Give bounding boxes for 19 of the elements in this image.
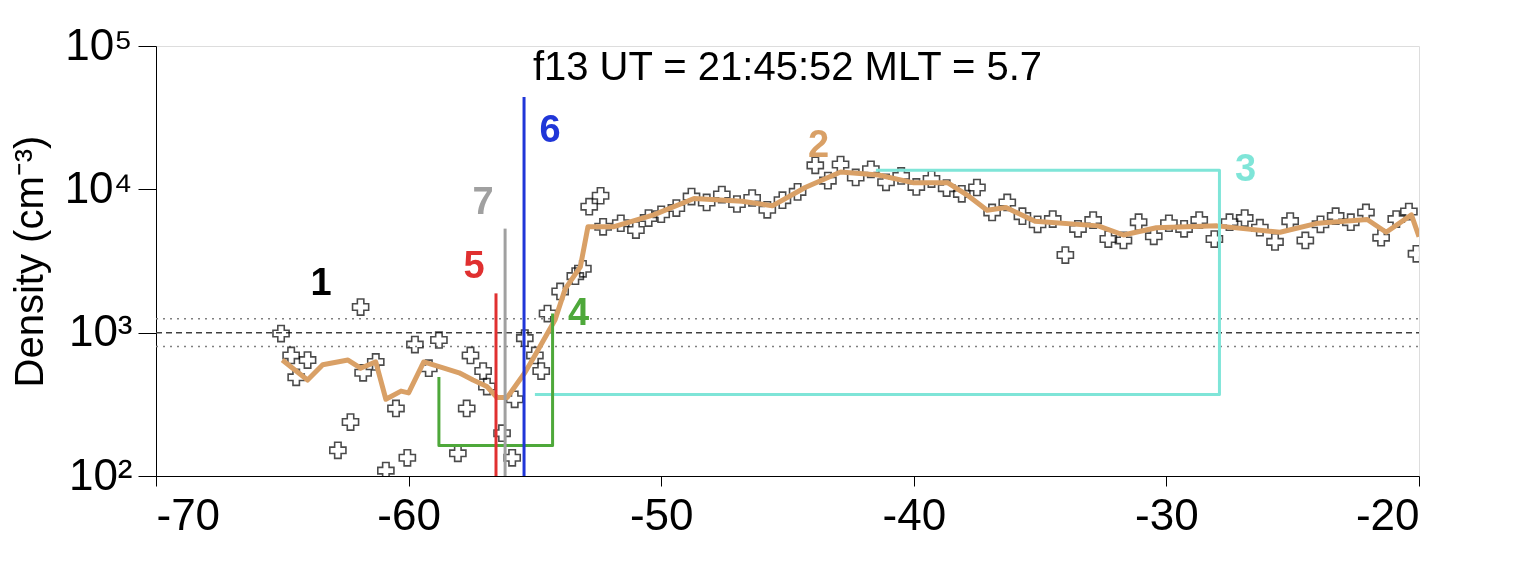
y-tick-label: 10⁴	[64, 162, 133, 212]
y-tick-label: 10²	[68, 449, 133, 499]
series-label: 4	[568, 290, 590, 333]
x-tick-label: -50	[629, 489, 694, 539]
y-tick-label: 10⁵	[65, 19, 133, 69]
x-tick-label: -40	[882, 489, 947, 539]
x-tick-label: -70	[156, 489, 221, 539]
series-label: 6	[539, 108, 561, 151]
series-label: 1	[310, 260, 332, 303]
series-label: 2	[807, 123, 830, 166]
x-tick-label: -30	[1135, 489, 1199, 539]
series-label: 5	[463, 244, 485, 287]
series-label: 3	[1234, 147, 1257, 190]
x-tick-label: -20	[1355, 489, 1420, 539]
x-tick-label: -60	[377, 489, 441, 539]
chart-title: f13 UT = 21:45:52 MLT = 5.7	[532, 44, 1043, 88]
y-tick-label: 10³	[68, 306, 133, 356]
y-axis-title: Density (cm⁻³)	[6, 135, 51, 388]
series-label: 7	[472, 179, 494, 222]
